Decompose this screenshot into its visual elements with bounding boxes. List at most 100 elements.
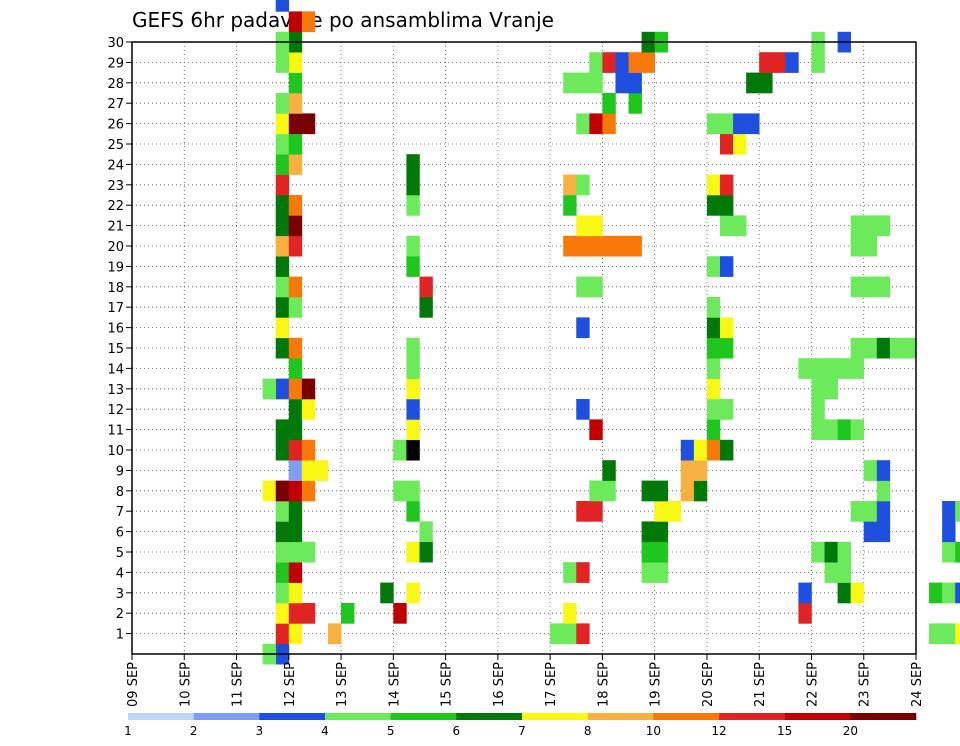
heatmap-cell xyxy=(576,501,590,522)
heatmap-cell xyxy=(288,562,303,583)
heatmap-cell xyxy=(563,195,577,216)
heatmap-cell xyxy=(850,419,865,441)
heatmap-cell xyxy=(406,480,420,502)
heatmap-cell xyxy=(275,133,290,155)
heatmap-cell xyxy=(288,215,303,237)
heatmap-cell xyxy=(589,480,603,502)
heatmap-cell xyxy=(589,235,603,257)
heatmap-cell xyxy=(850,358,865,379)
legend-label: 5 xyxy=(387,724,395,738)
heatmap-cell xyxy=(419,521,433,543)
legend-label: 2 xyxy=(190,724,198,738)
heatmap-cell xyxy=(406,582,420,604)
y-tick-label: 13 xyxy=(107,383,124,398)
y-tick-label: 14 xyxy=(107,362,124,377)
heatmap-cell xyxy=(550,623,564,645)
heatmap-cell xyxy=(288,603,303,624)
heatmap-cell xyxy=(798,358,812,379)
y-tick-label: 19 xyxy=(107,260,124,275)
y-tick-label: 11 xyxy=(107,424,124,439)
heatmap-cell xyxy=(876,501,891,522)
y-tick-label: 15 xyxy=(107,342,124,357)
legend-swatch xyxy=(850,713,917,720)
heatmap-cell xyxy=(641,541,655,563)
x-tick-label: 19 SEP xyxy=(649,662,664,707)
heatmap-cell xyxy=(720,317,734,339)
heatmap-cell xyxy=(576,276,590,298)
heatmap-cell xyxy=(288,541,303,563)
heatmap-cell xyxy=(288,521,303,543)
y-tick-label: 10 xyxy=(107,444,124,459)
heatmap-cell xyxy=(641,562,655,583)
heatmap-cell xyxy=(576,174,590,196)
legend-label: 15 xyxy=(777,724,792,738)
heatmap-cell xyxy=(706,297,721,318)
heatmap-cell xyxy=(955,501,960,522)
heatmap-cell xyxy=(850,337,865,359)
heatmap-cell xyxy=(341,603,355,624)
heatmap-cell xyxy=(288,399,303,420)
heatmap-cell xyxy=(798,582,812,604)
y-tick-label: 9 xyxy=(116,464,124,479)
heatmap-cell xyxy=(576,113,590,135)
heatmap-cell xyxy=(262,480,277,502)
legend-swatch xyxy=(325,713,391,720)
legend-swatch xyxy=(522,713,588,720)
heatmap-cell xyxy=(563,623,577,645)
heatmap-cell xyxy=(589,501,603,522)
x-tick-label: 23 SEP xyxy=(858,662,873,707)
y-tick-label: 30 xyxy=(107,36,124,51)
heatmap-cell xyxy=(301,603,316,624)
heatmap-cell xyxy=(275,235,290,257)
heatmap-cell xyxy=(720,174,734,196)
heatmap-cell xyxy=(406,256,420,277)
heatmap-cell xyxy=(850,215,865,237)
heatmap-cell xyxy=(615,52,629,73)
heatmap-cell xyxy=(589,52,603,73)
y-tick-label: 21 xyxy=(107,220,124,235)
heatmap-cell xyxy=(955,623,960,645)
heatmap-cell xyxy=(654,480,669,502)
heatmap-cell xyxy=(720,337,734,359)
heatmap-cell xyxy=(720,133,734,155)
heatmap-cell xyxy=(863,337,878,359)
heatmap-cell xyxy=(288,154,303,175)
heatmap-cell xyxy=(406,337,420,359)
heatmap-cell xyxy=(693,439,708,461)
heatmap-cell xyxy=(419,276,433,298)
heatmap-cell xyxy=(314,460,329,481)
heatmap-cell xyxy=(706,439,721,461)
heatmap-cell xyxy=(876,337,891,359)
heatmap-cell xyxy=(654,541,669,563)
heatmap-cell xyxy=(706,399,721,420)
heatmap-cell xyxy=(288,11,303,33)
y-tick-label: 26 xyxy=(107,118,124,133)
heatmap-cell xyxy=(850,276,865,298)
heatmap-cell xyxy=(275,297,290,318)
heatmap-cell xyxy=(288,72,303,94)
heatmap-cell xyxy=(275,195,290,216)
legend-swatch xyxy=(653,713,720,720)
x-tick-label: 11 SEP xyxy=(231,662,246,707)
x-tick-label: 20 SEP xyxy=(701,662,716,707)
heatmap-cell xyxy=(563,603,577,624)
heatmap-cell xyxy=(589,419,603,441)
heatmap-cell xyxy=(288,439,303,461)
heatmap-cell xyxy=(641,480,655,502)
heatmap-cell xyxy=(798,603,812,624)
heatmap-cell xyxy=(288,113,303,135)
heatmap-cell xyxy=(275,317,290,339)
y-tick-label: 28 xyxy=(107,77,124,92)
heatmap-cell xyxy=(602,93,616,114)
heatmap-cell xyxy=(706,419,721,441)
heatmap-cell xyxy=(275,93,290,114)
heatmap-cell xyxy=(602,52,616,73)
y-tick-label: 22 xyxy=(107,199,124,214)
legend-label: 8 xyxy=(584,724,592,738)
heatmap-cell xyxy=(720,399,734,420)
heatmap-cell xyxy=(406,419,420,441)
heatmap-cell xyxy=(288,52,303,73)
heatmap-cell xyxy=(288,623,303,645)
y-tick-label: 1 xyxy=(116,628,124,643)
